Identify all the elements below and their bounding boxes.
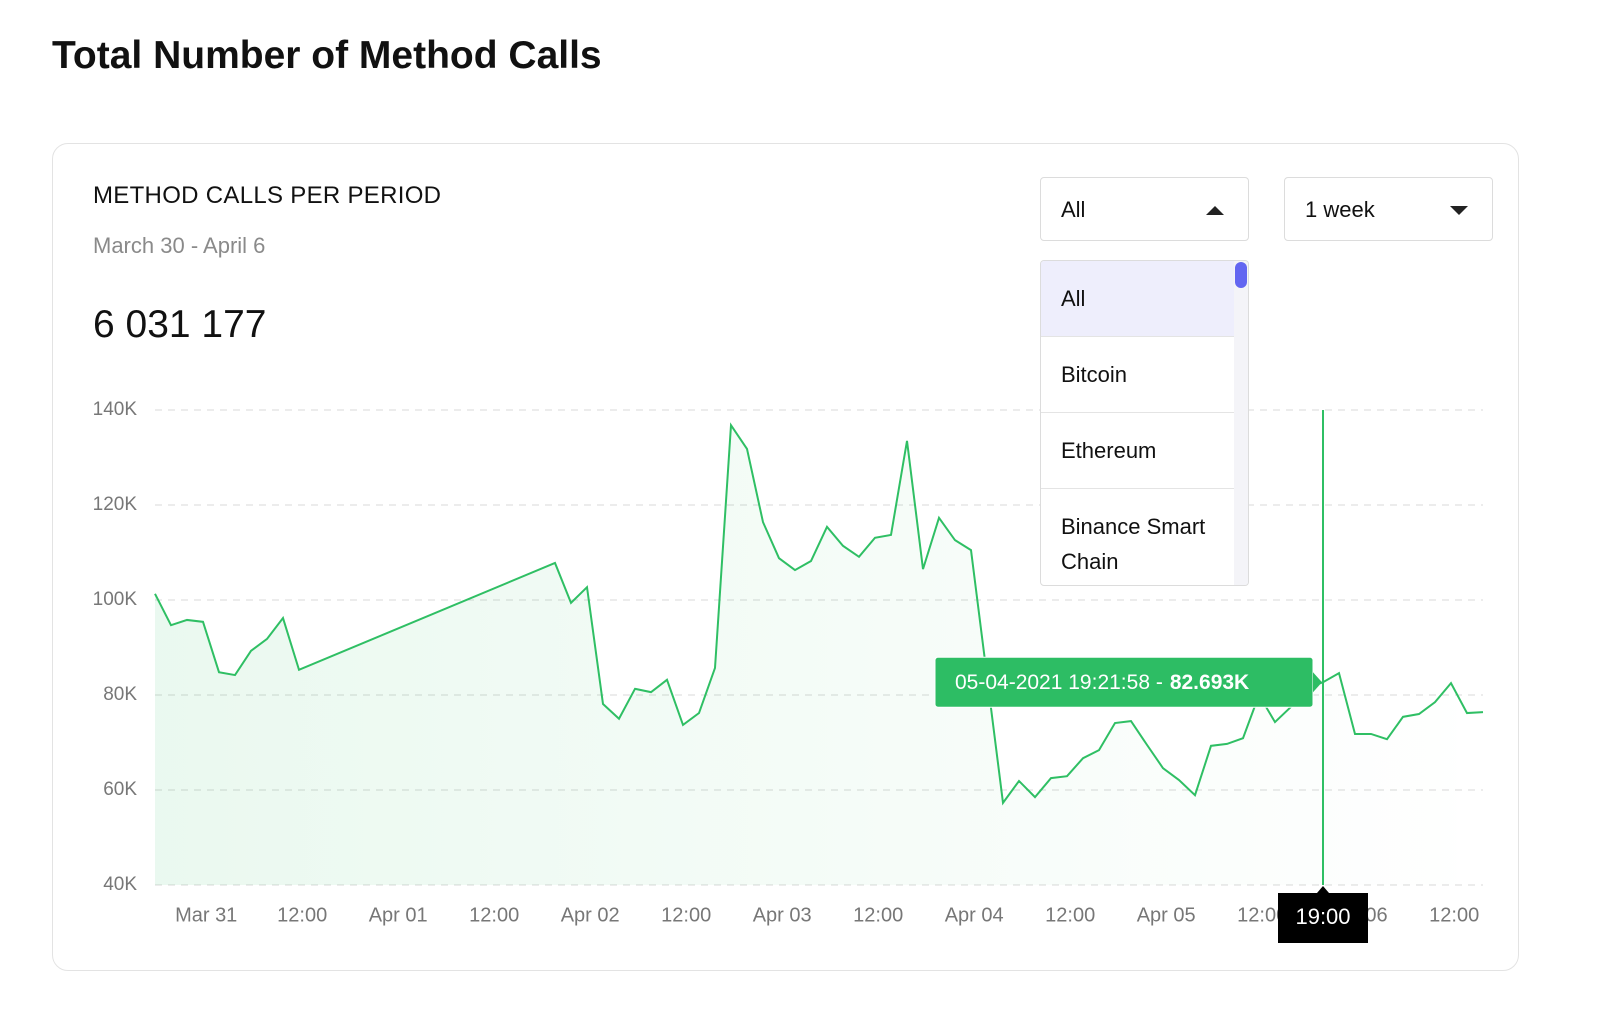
network-select[interactable]: All (1040, 177, 1249, 241)
total: 6 031 177 (93, 303, 267, 346)
y-tick-label: 60K (103, 779, 137, 800)
scroll-thumb[interactable] (1235, 262, 1247, 288)
tooltip-date: 05-04-2021 19:21:58 - (955, 671, 1163, 694)
y-tick-label: 120K (93, 494, 138, 515)
x-tick-label: 12:00 (1045, 904, 1095, 926)
x-tick-label: 12:00 (469, 904, 519, 926)
x-marker-pointer (1317, 886, 1329, 893)
page-title: Total Number of Method Calls (52, 34, 602, 77)
tooltip-value: 82.693K (1170, 671, 1249, 694)
x-tick-label: Mar 31 (175, 904, 237, 926)
x-marker-label: 19:00 (1295, 904, 1350, 929)
x-tick-label: 12:00 (277, 904, 327, 926)
scrollbar (1234, 261, 1248, 585)
select-value: 1 week (1305, 197, 1375, 222)
x-tick-label: 12:00 (1429, 904, 1479, 926)
area (155, 425, 1483, 885)
y-tick-label: 100K (93, 589, 138, 610)
caret (1206, 206, 1224, 215)
x-tick-label: Apr 01 (369, 904, 428, 926)
y-tick-label: 140K (93, 399, 138, 420)
x-tick-label: Apr 04 (945, 904, 1004, 926)
dropdown-option[interactable]: Ethereum (1041, 413, 1235, 489)
options: All Bitcoin Ethereum Binance Smart Chain (1041, 261, 1248, 585)
dropdown-option[interactable]: All (1041, 261, 1235, 337)
tooltip-pointer (1313, 672, 1322, 693)
card-title: METHOD CALLS PER PERIOD (93, 182, 442, 209)
card (52, 143, 1519, 971)
x-tick-label: 12:00 (853, 904, 903, 926)
tooltip-text: 05-04-2021 19:21:58 - 82.693K (955, 671, 1249, 694)
dropdown-option[interactable]: Bitcoin (1041, 337, 1235, 413)
x-marker-box (1278, 893, 1368, 943)
date-range: March 30 - April 6 (93, 233, 266, 258)
x-tick-label: Apr 02 (561, 904, 620, 926)
y-tick-label: 40K (103, 874, 137, 895)
x-tick-label: 12:00 (661, 904, 711, 926)
select-value: All (1061, 197, 1086, 222)
caret (1450, 206, 1468, 215)
x-tick-label: Apr 03 (753, 904, 812, 926)
dropdown-option[interactable]: Binance Smart Chain (1041, 489, 1235, 585)
x-tick-label: Apr 05 (1137, 904, 1196, 926)
dropdown-list: All Bitcoin Ethereum Binance Smart Chain (1040, 260, 1249, 586)
y-tick-label: 80K (103, 684, 137, 705)
period-select[interactable]: 1 week (1284, 177, 1493, 241)
x-tick-label: 12:00 (1237, 904, 1287, 926)
